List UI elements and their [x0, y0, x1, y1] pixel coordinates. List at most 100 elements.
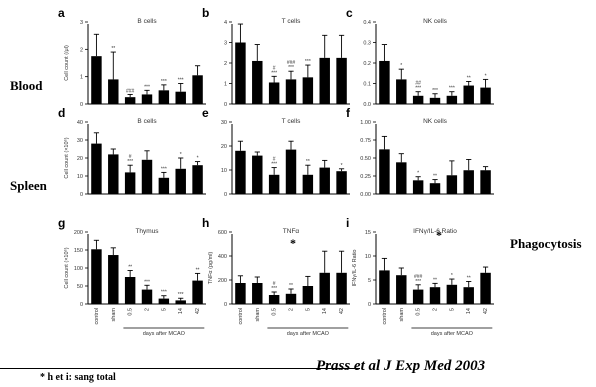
bar-e-0 — [235, 150, 246, 194]
y-tick-label-d: 10 — [77, 174, 83, 180]
panel-letter-d: d — [58, 106, 65, 120]
y-tick-label-i: 15 — [365, 230, 371, 236]
significance-a-1: ** — [111, 46, 115, 52]
y-tick-label-e: 20 — [221, 144, 227, 150]
bar-g-4 — [158, 298, 170, 304]
panel-letter-b: b — [202, 6, 209, 20]
bar-b-1 — [252, 60, 263, 104]
significance-b-4: *** — [305, 59, 311, 65]
significance-f-2: * — [417, 171, 419, 177]
bar-i-5 — [463, 287, 474, 304]
y-tick-label-f: 0.50 — [360, 156, 371, 162]
y-tick-label-g: 200 — [74, 230, 83, 236]
y-tick-label-d: 30 — [77, 138, 83, 144]
significance-c-1: * — [400, 63, 402, 69]
x-tick-label-g-0: control — [94, 308, 100, 325]
row-label-spleen: Spleen — [10, 178, 47, 193]
y-tick-label-h: 400 — [218, 254, 227, 260]
significance-e-4: ** — [306, 159, 310, 165]
bar-b-0 — [235, 42, 246, 104]
y-tick-label-f: 0.75 — [360, 138, 371, 144]
bar-i-3 — [429, 287, 441, 304]
y-tick-label-h: 600 — [218, 230, 227, 236]
y-tick-label-g: 50 — [77, 284, 83, 290]
bar-e-5 — [319, 167, 330, 194]
x-axis-label-g: days after MCAO — [143, 331, 186, 337]
bar-g-6 — [192, 280, 203, 304]
bar-d-3 — [141, 159, 153, 194]
y-axis-label-h: TNFα (pg/ml) — [208, 252, 214, 285]
bar-d-5 — [175, 168, 186, 194]
x-tick-label-h-3: 2 — [289, 308, 295, 311]
panel-letter-g: g — [58, 216, 65, 230]
x-axis-label-h: days after MCAO — [287, 331, 330, 337]
significance-d-4: *** — [161, 166, 167, 172]
y-axis-label-g: Cell count (×10⁶) — [63, 247, 70, 288]
footnote: * h et i: sang total — [40, 372, 116, 383]
bar-b-6 — [336, 57, 347, 104]
panel-title-g: Thymus — [135, 228, 159, 235]
y-tick-label-a: 1 — [80, 75, 83, 81]
y-tick-label-e: 10 — [221, 168, 227, 174]
bar-c-0 — [379, 60, 390, 104]
bar-h-0 — [235, 283, 246, 304]
panel-title-e: T cells — [282, 118, 301, 125]
y-tick-label-d: 40 — [77, 120, 83, 126]
significance-c-3: *** — [432, 88, 438, 94]
significance-g-2: ** — [128, 265, 132, 271]
bar-d-2 — [124, 172, 136, 194]
bar-c-3 — [429, 97, 441, 104]
x-tick-label-g-3: 2 — [145, 308, 151, 311]
x-tick-label-i-1: sham — [399, 308, 405, 322]
significance-d-6: * — [197, 156, 199, 162]
y-tick-label-a: 3 — [80, 20, 83, 26]
bar-f-6 — [480, 170, 491, 194]
bar-h-1 — [252, 283, 263, 304]
y-tick-label-c: 0.4 — [363, 20, 371, 26]
significance-g-6: ** — [196, 267, 200, 273]
bar-b-4 — [302, 77, 314, 104]
panel-letter-a: a — [58, 6, 65, 20]
y-tick-label-g: 150 — [74, 248, 83, 254]
panel-title-a: B cells — [137, 18, 157, 25]
bar-a-2 — [124, 97, 136, 104]
y-tick-label-b: 1 — [224, 82, 227, 88]
significance-b-2: *** — [271, 70, 277, 76]
bar-a-3 — [141, 94, 153, 104]
bar-b-3 — [285, 79, 297, 104]
bar-a-5 — [175, 91, 186, 104]
bar-e-3 — [285, 149, 297, 194]
x-tick-label-i-2: 0.5 — [416, 308, 422, 316]
bar-c-5 — [463, 85, 474, 104]
bar-h-4 — [302, 286, 314, 304]
significance-e-2: *** — [271, 162, 277, 168]
y-axis-label-d: Cell count (×10⁶) — [63, 137, 70, 178]
bar-f-0 — [379, 149, 390, 194]
y-tick-label-c: 0.0 — [363, 102, 371, 108]
bar-d-4 — [158, 177, 170, 194]
bar-e-4 — [302, 174, 314, 194]
y-tick-label-f: 1.00 — [360, 120, 371, 126]
significance-h-3: ** — [289, 283, 293, 289]
bar-c-6 — [480, 87, 491, 104]
significance-e-6: * — [341, 163, 343, 169]
significance-g-5: *** — [178, 292, 184, 298]
x-tick-label-i-0: control — [382, 308, 388, 325]
y-tick-label-b: 3 — [224, 41, 227, 47]
bar-g-2 — [124, 277, 136, 304]
y-tick-label-c: 0.1 — [363, 82, 371, 88]
significance-i-4: * — [451, 273, 453, 279]
significance-h-2: # — [273, 281, 276, 287]
bar-h-5 — [319, 272, 330, 304]
bar-g-3 — [141, 289, 153, 304]
bar-c-2 — [412, 95, 424, 104]
y-tick-label-i: 0 — [368, 302, 371, 308]
panel-letter-e: e — [202, 106, 209, 120]
bar-f-3 — [429, 183, 441, 194]
bar-h-6 — [336, 272, 347, 304]
x-tick-label-i-5: 14 — [466, 308, 472, 314]
y-axis-label-a: Cell count (/μl) — [64, 45, 70, 81]
x-tick-label-h-0: control — [238, 308, 244, 325]
significance-i-5: ** — [467, 275, 471, 281]
significance-a-5: *** — [178, 78, 184, 84]
